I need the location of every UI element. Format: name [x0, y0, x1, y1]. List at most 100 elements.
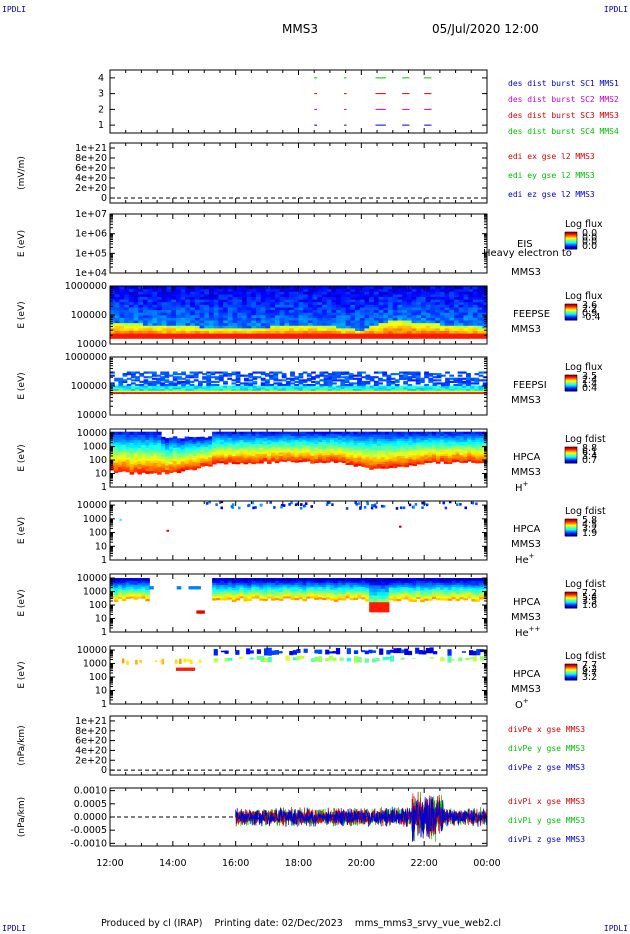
spectrogram-cell — [377, 438, 382, 442]
spectrogram-cell — [451, 439, 457, 442]
spectrogram-cell — [369, 459, 374, 463]
spectrogram-cell — [278, 439, 284, 442]
spectrogram-cell — [397, 335, 403, 339]
spectrogram-cell — [336, 322, 342, 326]
spectrogram-cell — [312, 322, 318, 326]
spectrogram-cell — [303, 312, 309, 316]
spectrogram-cell — [172, 390, 178, 393]
spectrogram-cell — [232, 299, 238, 303]
spectrogram-cell — [428, 387, 434, 390]
spectrogram-cell — [323, 382, 329, 385]
spectrogram-cell — [218, 288, 224, 292]
spectrogram-cell — [298, 304, 304, 308]
spectrogram-cell — [231, 382, 237, 385]
spectrogram-cell — [241, 332, 248, 337]
spectrogram-cell — [471, 448, 476, 452]
spectrogram-cell — [290, 452, 296, 455]
spectrogram-cell — [168, 437, 174, 441]
spectrogram-cell — [322, 433, 327, 437]
spectrogram-cell — [267, 455, 272, 458]
spectrogram-cell — [430, 288, 436, 292]
spectrogram-cell — [458, 293, 465, 298]
spectrogram-cell — [383, 327, 389, 331]
spectrogram-cell — [202, 385, 207, 388]
spectrogram-cell — [263, 450, 268, 453]
spacecraft-label: MMS3 — [511, 267, 541, 278]
colorbar-cell — [565, 304, 577, 306]
spectrogram-cell — [477, 319, 483, 324]
spectrogram-cell — [227, 431, 233, 435]
spectrogram-cell — [331, 296, 337, 300]
spectrogram-cell — [350, 304, 356, 308]
spectrogram-cell — [357, 461, 362, 464]
spectrogram-cell — [168, 391, 174, 394]
spectrogram-cell — [122, 390, 128, 393]
spectrogram-cell — [110, 453, 115, 457]
spectrogram-cell — [425, 291, 432, 295]
spectrogram-cell — [350, 312, 356, 316]
spectrogram-cell — [168, 459, 174, 463]
spectrogram-cell — [436, 374, 442, 377]
spectrogram-cell — [142, 286, 149, 290]
spectrogram-cell — [260, 291, 267, 295]
spectrogram-cell — [147, 371, 153, 374]
spectrogram-cell — [122, 388, 128, 391]
spectrogram-cell — [166, 306, 172, 311]
spectrogram-cell — [160, 371, 166, 374]
spectrogram-cell — [384, 452, 390, 456]
spectrogram-cell — [133, 461, 139, 466]
spectrogram-cell — [164, 373, 170, 376]
spectrogram-cell — [128, 309, 135, 313]
spectrogram-cell — [412, 461, 417, 464]
spectrogram-cell — [130, 374, 136, 377]
spectrogram-cell — [206, 390, 212, 393]
spectrogram-cell — [247, 454, 252, 458]
spectrogram-cell — [471, 450, 476, 454]
spectrogram-cell — [412, 435, 417, 439]
spectrogram-cell — [139, 374, 145, 377]
spectrogram-cell — [129, 468, 135, 472]
spectrogram-cell — [114, 388, 119, 391]
spectrogram-cell — [208, 293, 215, 298]
y-tick-label: 0 — [101, 193, 107, 204]
spectrogram-cell — [255, 453, 260, 456]
spectrogram-cell — [149, 460, 154, 464]
spectrogram-cell — [306, 438, 311, 442]
spectrogram-cell — [223, 335, 229, 339]
spectrogram-cell — [128, 296, 135, 300]
spectrogram-cell — [271, 439, 276, 442]
spectrogram-cell — [322, 312, 328, 316]
spectrogram-cell — [265, 296, 271, 300]
spectrogram-cell — [397, 304, 403, 308]
spectrogram-cell — [454, 330, 460, 334]
spectrogram-cell — [411, 306, 417, 311]
spectrogram-cell — [194, 335, 201, 339]
spectrogram-cell — [263, 459, 268, 462]
spectrogram-cell — [306, 388, 312, 391]
spectrogram-cell — [477, 296, 483, 300]
spectrogram-cell — [227, 433, 233, 437]
spectrogram-cell — [406, 314, 413, 318]
spectrogram-cell — [365, 449, 370, 453]
spectrogram-cell — [340, 296, 347, 300]
spectrogram-cell — [307, 314, 314, 318]
spectrogram-cell — [399, 391, 404, 394]
spectrogram-cell — [454, 335, 460, 339]
spectrogram-cell — [303, 317, 309, 321]
spectrogram-cell — [317, 330, 323, 334]
spectrogram-cell — [298, 437, 304, 440]
legend-entry: divPe z gse MMS3 — [508, 763, 585, 772]
spectrogram-cell — [357, 454, 362, 458]
spectrogram-cell — [181, 382, 186, 385]
spectrogram-cell — [377, 454, 382, 458]
spectrogram-cell — [475, 433, 480, 437]
spectrogram-cell — [369, 445, 374, 449]
spectrogram-cell — [219, 460, 225, 464]
spectrogram-cell — [256, 335, 262, 339]
spectrogram-cell — [206, 371, 212, 374]
spectrogram-cell — [213, 314, 219, 318]
spectrogram-cell — [279, 304, 285, 308]
spectrogram-cell — [246, 288, 252, 292]
spectrogram-cell — [337, 457, 343, 461]
spectrogram-cell — [420, 449, 425, 453]
